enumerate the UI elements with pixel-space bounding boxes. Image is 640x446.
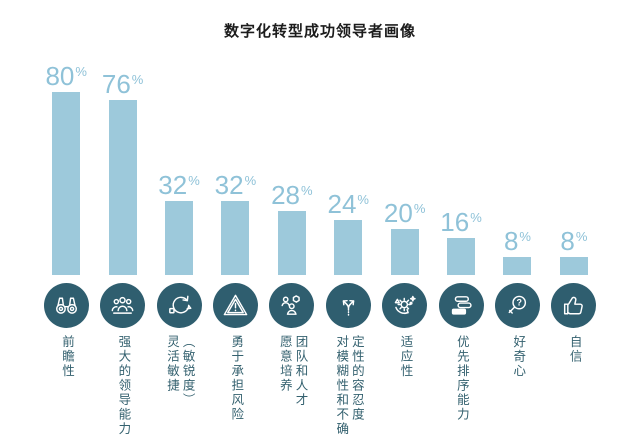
value-number: 32 <box>158 170 188 201</box>
percent-sign: % <box>244 173 257 189</box>
bar-area: 32% <box>215 63 256 275</box>
chart-title: 数字化转型成功领导者画像 <box>223 23 416 40</box>
chart-column: 28% 愿意培养 团队和人才 <box>264 63 320 445</box>
risk-warning-icon <box>223 294 248 316</box>
bar <box>221 201 250 275</box>
svg-text:?: ? <box>516 298 521 308</box>
category-label: 自信 <box>567 335 582 364</box>
thumbs-up-icon <box>564 296 584 315</box>
category-label: 优先排序能力 <box>454 335 469 422</box>
icon-circle <box>212 283 258 328</box>
bar <box>503 256 532 275</box>
bar <box>52 92 81 275</box>
percent-sign: % <box>470 210 482 226</box>
value-label: 32% <box>158 172 199 198</box>
value-number: 24 <box>327 188 357 219</box>
chart-column: 24% 对模糊性和不确 定性的容忍度 <box>320 63 376 445</box>
bar <box>447 238 476 275</box>
icon-circle <box>325 283 371 328</box>
percent-sign: % <box>75 64 87 79</box>
value-label: 76% <box>102 71 143 97</box>
bar-area: 8% <box>503 63 532 275</box>
category-label: 强大的领导能力 <box>116 335 131 437</box>
category-label: 愿意培养 团队和人才 <box>277 335 308 408</box>
bar-area: 80% <box>45 63 87 275</box>
bar-area: 32% <box>158 63 200 275</box>
percent-sign: % <box>413 201 426 216</box>
value-number: 32 <box>214 170 244 201</box>
chart-column: 76% 强大的领导能力 <box>94 63 150 445</box>
value-label: 24% <box>327 191 368 217</box>
icon-circle <box>438 283 484 328</box>
value-number: 28 <box>271 179 300 210</box>
bar <box>277 210 306 275</box>
icon-circle <box>100 283 146 328</box>
category-label: 对模糊性和不确 定性的容忍度 <box>334 335 364 437</box>
value-number: 8 <box>503 225 519 256</box>
value-label: 20% <box>384 200 425 226</box>
bar-area: 76% <box>102 63 143 275</box>
category-label: 适应性 <box>398 335 413 379</box>
chart-column: 8% 自信 <box>546 63 602 445</box>
percent-sign: % <box>131 72 144 88</box>
icon-circle: ? <box>494 283 540 328</box>
icon-circle <box>156 283 202 328</box>
value-number: 20 <box>383 198 413 228</box>
agile-cycle-icon <box>168 295 191 314</box>
bar <box>390 229 419 275</box>
value-number: 16 <box>440 207 470 238</box>
chart-column: 8% ? 好奇心 <box>489 63 545 445</box>
icon-circle <box>269 283 315 328</box>
value-label: 16% <box>440 209 481 235</box>
talent-development-icon <box>281 295 301 315</box>
icon-circle <box>551 283 597 328</box>
value-label: 32% <box>215 172 256 198</box>
icon-circle <box>382 283 428 328</box>
bar <box>334 219 363 275</box>
bar-area: 24% <box>327 63 369 275</box>
category-label: 前瞻性 <box>60 335 75 379</box>
team-leadership-icon <box>111 296 134 314</box>
bar-area: 20% <box>384 63 425 275</box>
percent-sign: % <box>575 228 588 244</box>
category-label: 勇于承担风险 <box>229 335 244 422</box>
bar-area: 16% <box>440 63 482 275</box>
category-label: 好奇心 <box>511 335 526 379</box>
chart-columns: 80% 前瞻性 76% 强大的领导能力 32% 灵活敏捷 （敏锐度） 32% 勇… <box>38 63 602 445</box>
value-label: 28% <box>271 182 312 208</box>
chart-column: 32% 灵活敏捷 （敏锐度） <box>151 63 207 445</box>
value-number: 80 <box>45 61 75 91</box>
percent-sign: % <box>519 228 531 244</box>
bar-area: 28% <box>271 63 313 275</box>
chart-column: 80% 前瞻性 <box>38 63 94 445</box>
value-label: 80% <box>45 63 86 89</box>
bar <box>559 256 588 275</box>
adaptability-gear-icon <box>394 295 416 315</box>
category-label: 灵活敏捷 （敏锐度） <box>165 335 195 408</box>
value-label: 8% <box>504 228 531 254</box>
value-number: 8 <box>560 225 575 256</box>
binoculars-icon <box>55 297 77 314</box>
branching-arrows-icon <box>342 299 355 316</box>
percent-sign: % <box>188 173 200 189</box>
priority-list-icon <box>451 296 472 315</box>
icon-circle <box>43 283 89 328</box>
value-number: 76 <box>101 69 131 100</box>
chart-column: 16% 优先排序能力 <box>433 63 489 445</box>
bar <box>165 201 193 275</box>
percent-sign: % <box>357 191 369 207</box>
curiosity-magnifier-icon: ? <box>508 295 527 314</box>
percent-sign: % <box>301 182 313 198</box>
bar-area: 8% <box>559 63 588 275</box>
chart-column: 32% 勇于承担风险 <box>207 63 263 445</box>
bar <box>108 100 137 275</box>
chart-column: 20% 适应性 <box>376 63 432 445</box>
bar-chart: 数字化转型成功领导者画像 80% 前瞻性 76% 强大的领导能力 32% 灵活敏… <box>0 20 640 445</box>
value-label: 8% <box>560 228 587 254</box>
